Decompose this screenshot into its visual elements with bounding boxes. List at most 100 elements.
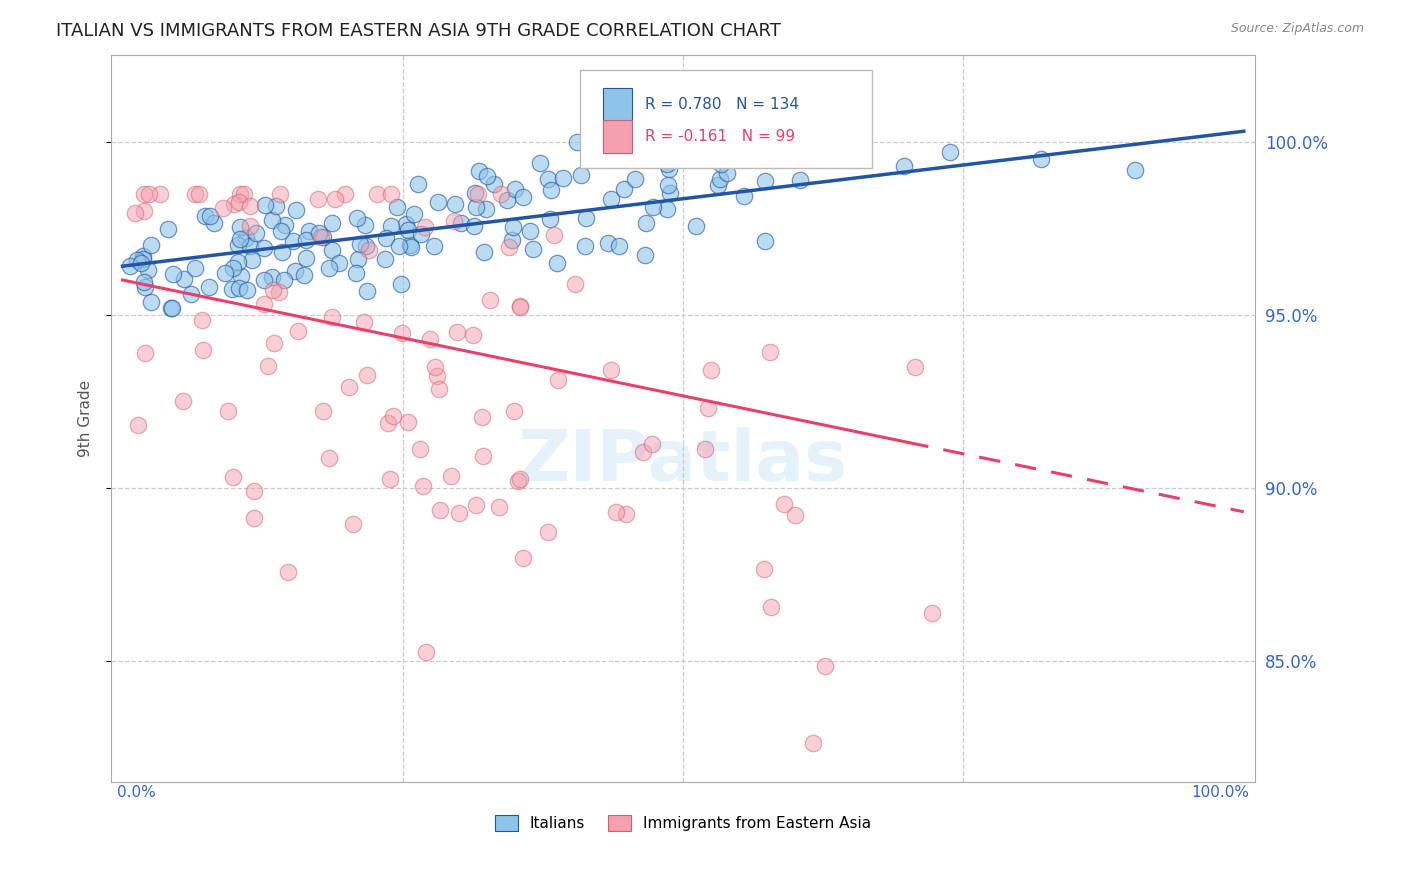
Point <box>495 193 517 207</box>
Point <box>243 484 266 499</box>
Point <box>132 204 155 219</box>
Point <box>773 497 796 511</box>
Point <box>471 410 494 425</box>
Point <box>284 264 307 278</box>
Point <box>214 267 236 281</box>
Point <box>136 263 159 277</box>
Point <box>415 645 437 659</box>
Point <box>202 216 225 230</box>
Point <box>468 163 491 178</box>
Point <box>427 382 450 396</box>
Bar <box>603 120 631 153</box>
Point <box>657 178 679 192</box>
Point <box>134 345 156 359</box>
Point <box>162 267 184 281</box>
Point <box>253 297 276 311</box>
Point <box>482 177 505 191</box>
Point <box>426 369 449 384</box>
Point <box>308 226 330 240</box>
Point <box>264 198 287 212</box>
Point <box>222 470 245 484</box>
Point <box>228 220 250 235</box>
Point <box>270 224 292 238</box>
Point <box>194 209 217 223</box>
Point <box>465 499 488 513</box>
Point <box>226 238 249 252</box>
Point <box>160 301 183 315</box>
Point <box>754 234 776 248</box>
Point <box>221 282 243 296</box>
Point <box>141 295 163 310</box>
Point <box>228 186 250 201</box>
Point <box>347 252 370 267</box>
Point <box>512 550 534 565</box>
Point <box>598 236 620 251</box>
Point <box>502 404 524 418</box>
Point <box>139 237 162 252</box>
Point <box>444 197 467 211</box>
Point <box>412 479 434 493</box>
Point <box>118 259 141 273</box>
Point <box>129 256 152 270</box>
Point <box>349 236 371 251</box>
Point <box>134 280 156 294</box>
Point <box>443 213 465 227</box>
Point <box>509 299 531 313</box>
Point <box>685 219 707 233</box>
Point <box>641 437 664 451</box>
Point <box>342 516 364 531</box>
Point <box>356 284 378 298</box>
Point <box>624 171 647 186</box>
Point <box>658 161 681 176</box>
Point <box>328 256 350 270</box>
Point <box>132 249 155 263</box>
Point <box>575 211 598 226</box>
Point <box>427 194 450 209</box>
Point <box>509 301 531 315</box>
Point <box>295 233 318 247</box>
Point <box>396 415 419 429</box>
Point <box>472 245 495 260</box>
Text: Source: ZipAtlas.com: Source: ZipAtlas.com <box>1230 22 1364 36</box>
Point <box>479 293 502 307</box>
Point <box>183 260 205 275</box>
Point <box>607 239 630 253</box>
Point <box>461 327 484 342</box>
Point <box>396 223 419 237</box>
Point <box>233 186 256 201</box>
Point <box>471 449 494 463</box>
Point <box>789 173 811 187</box>
Point <box>600 362 623 376</box>
Point <box>538 212 561 227</box>
Point <box>814 659 837 673</box>
Point <box>240 252 263 267</box>
Point <box>132 275 155 289</box>
Point <box>571 168 593 182</box>
Point <box>655 202 678 217</box>
Point <box>200 209 222 223</box>
Point <box>385 200 408 214</box>
Point <box>634 216 657 230</box>
Point <box>464 186 486 200</box>
Text: ZIPatlas: ZIPatlas <box>517 427 848 497</box>
Point <box>125 253 148 268</box>
Point <box>446 325 468 339</box>
Point <box>1123 163 1146 178</box>
Point <box>540 183 562 197</box>
Point <box>318 451 340 466</box>
Text: 100.0%: 100.0% <box>1191 785 1250 800</box>
Point <box>380 186 402 201</box>
Point <box>318 261 340 276</box>
Point <box>616 507 638 521</box>
Point <box>564 277 586 291</box>
Point <box>239 219 262 233</box>
Point <box>467 186 489 201</box>
Point <box>262 270 284 285</box>
Point <box>429 503 451 517</box>
Point <box>226 254 249 268</box>
Point <box>281 235 304 249</box>
Point <box>273 272 295 286</box>
Point <box>307 192 329 206</box>
Point <box>409 442 432 456</box>
Point <box>404 207 426 221</box>
